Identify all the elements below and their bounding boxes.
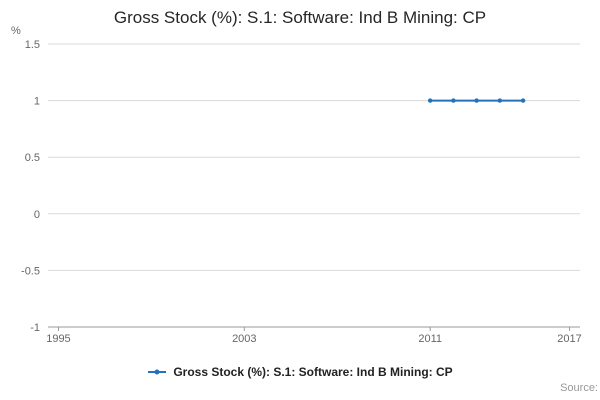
y-axis-unit-label: % (11, 25, 21, 37)
source-text: Source: (560, 382, 598, 394)
y-tick-label: -0.5 (21, 265, 40, 277)
y-tick-label: 0.5 (25, 152, 40, 164)
data-point-marker (451, 98, 456, 103)
legend-line-icon (148, 369, 167, 375)
x-tick-label: 2003 (232, 333, 256, 345)
data-point-marker (474, 98, 479, 103)
y-tick-label: 1 (34, 96, 40, 108)
plot-area: 1.5 1 0.5 0 -0.5 -1 1995 2003 2011 2017 (21, 39, 582, 345)
data-point-marker (520, 98, 526, 103)
legend-label: Gross Stock (%): S.1: Software: Ind B Mi… (173, 365, 453, 379)
legend: Gross Stock (%): S.1: Software: Ind B Mi… (0, 363, 600, 381)
x-tick-label: 2017 (557, 333, 581, 345)
data-point-marker (427, 98, 433, 103)
data-point-marker (497, 98, 503, 103)
x-tick-label: 2011 (418, 333, 442, 345)
chart-title: Gross Stock (%): S.1: Software: Ind B Mi… (113, 8, 487, 27)
y-tick-label: 1.5 (25, 39, 40, 51)
x-tick-label: 1995 (46, 333, 70, 345)
y-tick-label: 0 (34, 209, 40, 221)
legend-marker-dot (154, 369, 160, 375)
y-tick-label: -1 (30, 322, 40, 334)
